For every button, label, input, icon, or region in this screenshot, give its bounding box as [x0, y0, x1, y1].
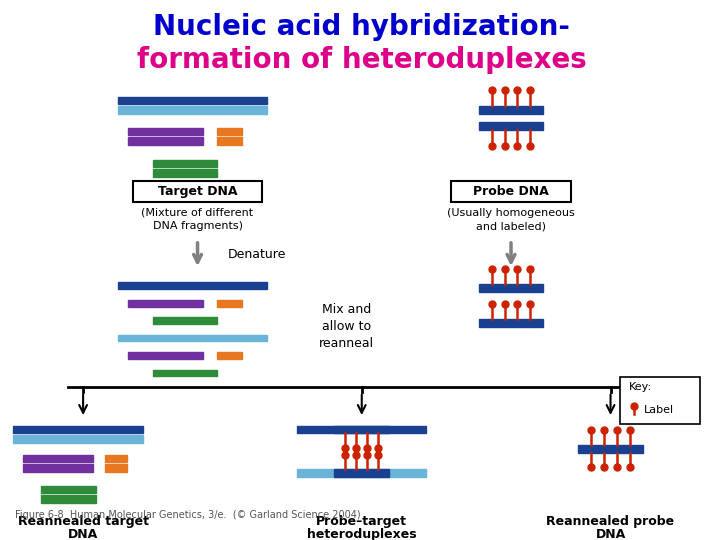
Text: formation of heteroduplexes: formation of heteroduplexes	[137, 46, 587, 74]
Bar	[118, 97, 267, 104]
Text: DNA: DNA	[68, 528, 98, 540]
Bar	[153, 160, 217, 167]
Text: (Usually homogeneous: (Usually homogeneous	[447, 208, 575, 218]
Bar	[24, 455, 93, 462]
Bar	[578, 445, 643, 453]
Bar	[479, 319, 544, 327]
Bar	[118, 282, 267, 289]
Bar	[128, 137, 202, 145]
Text: Denature: Denature	[228, 248, 286, 261]
Bar	[334, 469, 389, 477]
Text: Figure 6-8  Human Molecular Genetics, 3/e.  (© Garland Science 2004): Figure 6-8 Human Molecular Genetics, 3/e…	[15, 510, 361, 519]
Bar	[41, 485, 96, 494]
Text: DNA: DNA	[595, 528, 626, 540]
Text: Probe–target: Probe–target	[316, 515, 408, 528]
Bar	[105, 455, 127, 462]
Text: (Mixture of different: (Mixture of different	[142, 208, 253, 218]
Bar	[217, 127, 243, 136]
Text: Label: Label	[644, 405, 675, 415]
Bar	[14, 435, 143, 443]
Bar	[153, 169, 217, 177]
Text: Probe DNA: Probe DNA	[473, 185, 549, 198]
Bar	[128, 127, 202, 136]
Bar	[24, 464, 93, 472]
Text: Target DNA: Target DNA	[158, 185, 238, 198]
Bar	[451, 181, 571, 202]
Text: Mix and
allow to
reanneal: Mix and allow to reanneal	[319, 302, 374, 349]
Text: Reannealed target: Reannealed target	[17, 515, 148, 528]
Bar	[217, 300, 243, 307]
Text: Nucleic acid hybridization-: Nucleic acid hybridization-	[153, 13, 570, 41]
Bar	[621, 377, 700, 424]
Text: Reannealed probe: Reannealed probe	[546, 515, 675, 528]
Bar	[118, 106, 267, 114]
Bar	[118, 335, 267, 341]
Bar	[128, 352, 202, 359]
Text: and labeled): and labeled)	[476, 221, 546, 231]
Bar	[217, 137, 243, 145]
Text: DNA fragments): DNA fragments)	[153, 221, 243, 231]
Bar	[105, 464, 127, 472]
Bar	[128, 300, 202, 307]
Bar	[153, 369, 217, 376]
Bar	[153, 318, 217, 324]
Text: Key:: Key:	[629, 382, 652, 392]
Bar	[297, 426, 426, 434]
Bar	[334, 426, 389, 434]
Bar	[41, 495, 96, 503]
Bar	[297, 469, 426, 477]
Bar	[14, 426, 143, 434]
Bar	[479, 122, 544, 130]
Bar	[133, 181, 262, 202]
Text: heteroduplexes: heteroduplexes	[307, 528, 417, 540]
Bar	[217, 352, 243, 359]
Bar	[479, 106, 544, 114]
Bar	[479, 285, 544, 292]
